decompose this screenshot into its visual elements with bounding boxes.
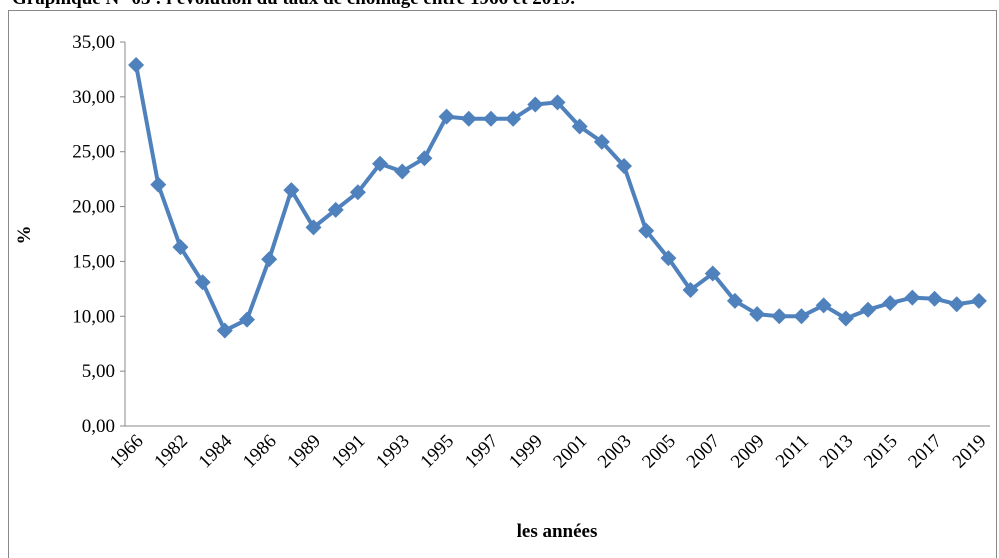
data-marker — [128, 57, 145, 74]
x-tick-label: 2015 — [860, 431, 902, 473]
data-marker — [327, 201, 344, 218]
x-tick-label: 1982 — [150, 431, 192, 473]
data-marker — [837, 310, 854, 327]
data-marker — [349, 184, 366, 201]
data-marker — [549, 94, 566, 111]
y-tick-label: 20,00 — [72, 197, 115, 218]
data-marker — [882, 295, 899, 312]
data-marker — [283, 182, 300, 199]
data-marker — [660, 250, 677, 267]
data-marker — [571, 118, 588, 135]
data-marker — [372, 155, 389, 172]
data-marker — [505, 110, 522, 127]
y-tick-label: 5,00 — [82, 361, 115, 382]
x-tick-label: 2013 — [816, 431, 858, 473]
data-marker — [261, 251, 278, 268]
x-axis-label: les années — [517, 521, 598, 542]
x-tick-label: 2009 — [727, 431, 769, 473]
data-marker — [970, 292, 987, 309]
data-marker — [771, 308, 788, 325]
data-marker — [438, 108, 455, 125]
chart-title: Graphique N° 03 : l'évolution du taux de… — [12, 0, 575, 9]
y-tick-label: 0,00 — [82, 416, 115, 437]
x-tick-label: 1984 — [195, 430, 237, 472]
data-marker — [616, 157, 633, 174]
data-marker — [416, 150, 433, 167]
x-tick-label: 2019 — [949, 431, 991, 473]
data-marker — [704, 265, 721, 282]
y-tick-label: 30,00 — [72, 87, 115, 108]
y-tick-label: 15,00 — [72, 251, 115, 272]
y-tick-label: 35,00 — [72, 32, 115, 53]
data-marker — [194, 274, 211, 291]
data-marker — [904, 289, 921, 306]
data-marker — [593, 133, 610, 150]
x-tick-label: 1989 — [283, 431, 325, 473]
data-marker — [793, 308, 810, 325]
data-marker — [150, 176, 167, 193]
x-tick-label: 2003 — [594, 431, 636, 473]
x-tick-label: 2007 — [683, 431, 725, 473]
data-marker — [815, 297, 832, 314]
x-tick-label: 2017 — [904, 431, 946, 473]
data-marker — [305, 219, 322, 236]
data-marker — [926, 290, 943, 307]
data-marker — [482, 110, 499, 127]
data-marker — [216, 322, 233, 339]
data-marker — [726, 292, 743, 309]
x-tick-label: 1991 — [328, 431, 370, 473]
data-marker — [238, 311, 255, 328]
data-marker — [948, 296, 965, 313]
data-marker — [638, 222, 655, 239]
x-tick-label: 1997 — [461, 431, 503, 473]
data-marker — [860, 301, 877, 318]
x-tick-label: 1999 — [505, 431, 547, 473]
x-tick-label: 2001 — [549, 431, 591, 473]
x-tick-label: 1995 — [416, 431, 458, 473]
x-tick-label: 1986 — [239, 431, 281, 473]
x-tick-label: 2011 — [772, 431, 813, 472]
data-marker — [682, 281, 699, 298]
x-tick-label: 1993 — [372, 431, 414, 473]
data-marker — [394, 163, 411, 180]
data-marker — [172, 239, 189, 256]
data-marker — [460, 110, 477, 127]
x-tick-label: 2005 — [638, 431, 680, 473]
y-tick-label: 10,00 — [72, 306, 115, 327]
y-tick-label: 25,00 — [72, 142, 115, 163]
y-axis-label: % — [14, 226, 35, 245]
data-marker — [749, 306, 766, 323]
chart-frame — [8, 10, 997, 558]
data-marker — [527, 96, 544, 113]
